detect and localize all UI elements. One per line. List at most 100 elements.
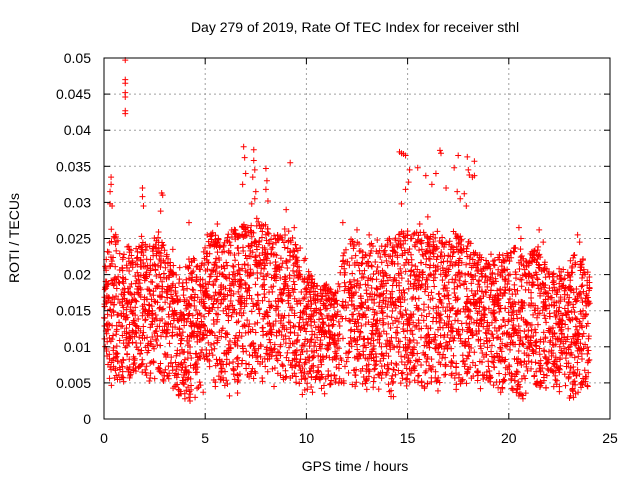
y-tick-label: 0.025 bbox=[56, 231, 91, 247]
data-point bbox=[142, 316, 149, 323]
data-point bbox=[131, 333, 138, 340]
data-point bbox=[255, 261, 262, 268]
data-point bbox=[513, 368, 520, 375]
data-point bbox=[118, 374, 125, 381]
data-point bbox=[299, 316, 306, 323]
data-point bbox=[191, 297, 198, 304]
data-point bbox=[254, 300, 261, 307]
data-point bbox=[273, 252, 280, 259]
data-point bbox=[103, 278, 110, 285]
data-point bbox=[199, 331, 206, 338]
data-point bbox=[239, 265, 246, 272]
data-point bbox=[251, 368, 258, 375]
data-point bbox=[518, 253, 525, 260]
data-point bbox=[200, 248, 207, 255]
data-point bbox=[485, 363, 492, 370]
data-point bbox=[259, 249, 266, 256]
data-point bbox=[282, 232, 289, 239]
data-point bbox=[118, 310, 125, 317]
data-point bbox=[162, 264, 169, 271]
data-point bbox=[248, 295, 255, 302]
data-point bbox=[234, 337, 241, 344]
data-point bbox=[297, 327, 304, 334]
data-point bbox=[106, 355, 113, 362]
data-point bbox=[222, 285, 229, 292]
data-point bbox=[433, 256, 440, 263]
data-point bbox=[110, 308, 117, 315]
data-point bbox=[126, 268, 133, 275]
data-point bbox=[254, 319, 261, 326]
data-point bbox=[158, 306, 165, 313]
data-point bbox=[541, 348, 548, 355]
x-tick-label: 10 bbox=[299, 430, 315, 446]
data-point bbox=[410, 336, 417, 343]
data-point bbox=[204, 266, 211, 273]
data-point bbox=[272, 318, 279, 325]
data-point bbox=[190, 268, 197, 275]
data-point bbox=[238, 305, 245, 312]
data-point bbox=[416, 247, 423, 254]
data-point bbox=[159, 288, 166, 295]
data-point bbox=[132, 329, 139, 336]
data-point bbox=[246, 272, 253, 279]
data-point bbox=[240, 143, 247, 150]
data-point bbox=[398, 359, 405, 366]
data-point bbox=[165, 313, 172, 320]
data-point bbox=[266, 336, 273, 343]
data-point bbox=[132, 304, 139, 311]
data-point bbox=[149, 321, 156, 328]
data-point bbox=[144, 349, 151, 356]
data-point bbox=[197, 324, 204, 331]
data-point bbox=[435, 291, 442, 298]
data-point bbox=[213, 298, 220, 305]
data-point bbox=[437, 150, 444, 157]
data-point bbox=[261, 281, 268, 288]
data-point bbox=[193, 306, 200, 313]
data-point bbox=[203, 347, 210, 354]
data-point bbox=[256, 310, 263, 317]
data-point bbox=[535, 243, 542, 250]
data-point bbox=[180, 286, 187, 293]
data-point bbox=[418, 361, 425, 368]
data-point bbox=[262, 165, 269, 172]
data-point bbox=[126, 374, 133, 381]
data-point bbox=[108, 382, 115, 389]
data-point bbox=[194, 263, 201, 270]
data-point bbox=[463, 203, 470, 210]
data-point bbox=[297, 300, 304, 307]
data-point bbox=[249, 365, 256, 372]
data-point bbox=[264, 368, 271, 375]
data-point bbox=[259, 297, 266, 304]
data-point bbox=[306, 357, 313, 364]
data-point bbox=[218, 333, 225, 340]
data-point bbox=[120, 251, 127, 258]
data-point bbox=[147, 278, 154, 285]
x-tick-labels: 0 5 10 15 20 25 bbox=[100, 430, 618, 446]
data-point bbox=[120, 378, 127, 385]
data-point bbox=[176, 325, 183, 332]
data-point bbox=[505, 318, 512, 325]
data-point bbox=[135, 315, 142, 322]
data-point bbox=[335, 318, 342, 325]
data-point bbox=[232, 257, 239, 264]
y-tick-label: 0.04 bbox=[64, 122, 91, 138]
data-point bbox=[186, 343, 193, 350]
data-point bbox=[194, 385, 201, 392]
data-point bbox=[283, 206, 290, 213]
data-point bbox=[277, 255, 284, 262]
data-point bbox=[155, 229, 162, 236]
data-point bbox=[235, 261, 242, 268]
data-point bbox=[144, 334, 151, 341]
data-point bbox=[270, 283, 277, 290]
data-point bbox=[475, 281, 482, 288]
data-point bbox=[366, 252, 373, 259]
data-point bbox=[178, 335, 185, 342]
data-point bbox=[228, 233, 235, 240]
data-point bbox=[296, 380, 303, 387]
data-point bbox=[203, 332, 210, 339]
data-point bbox=[259, 378, 266, 385]
data-point bbox=[224, 291, 231, 298]
data-point bbox=[157, 360, 164, 367]
data-point bbox=[280, 290, 287, 297]
